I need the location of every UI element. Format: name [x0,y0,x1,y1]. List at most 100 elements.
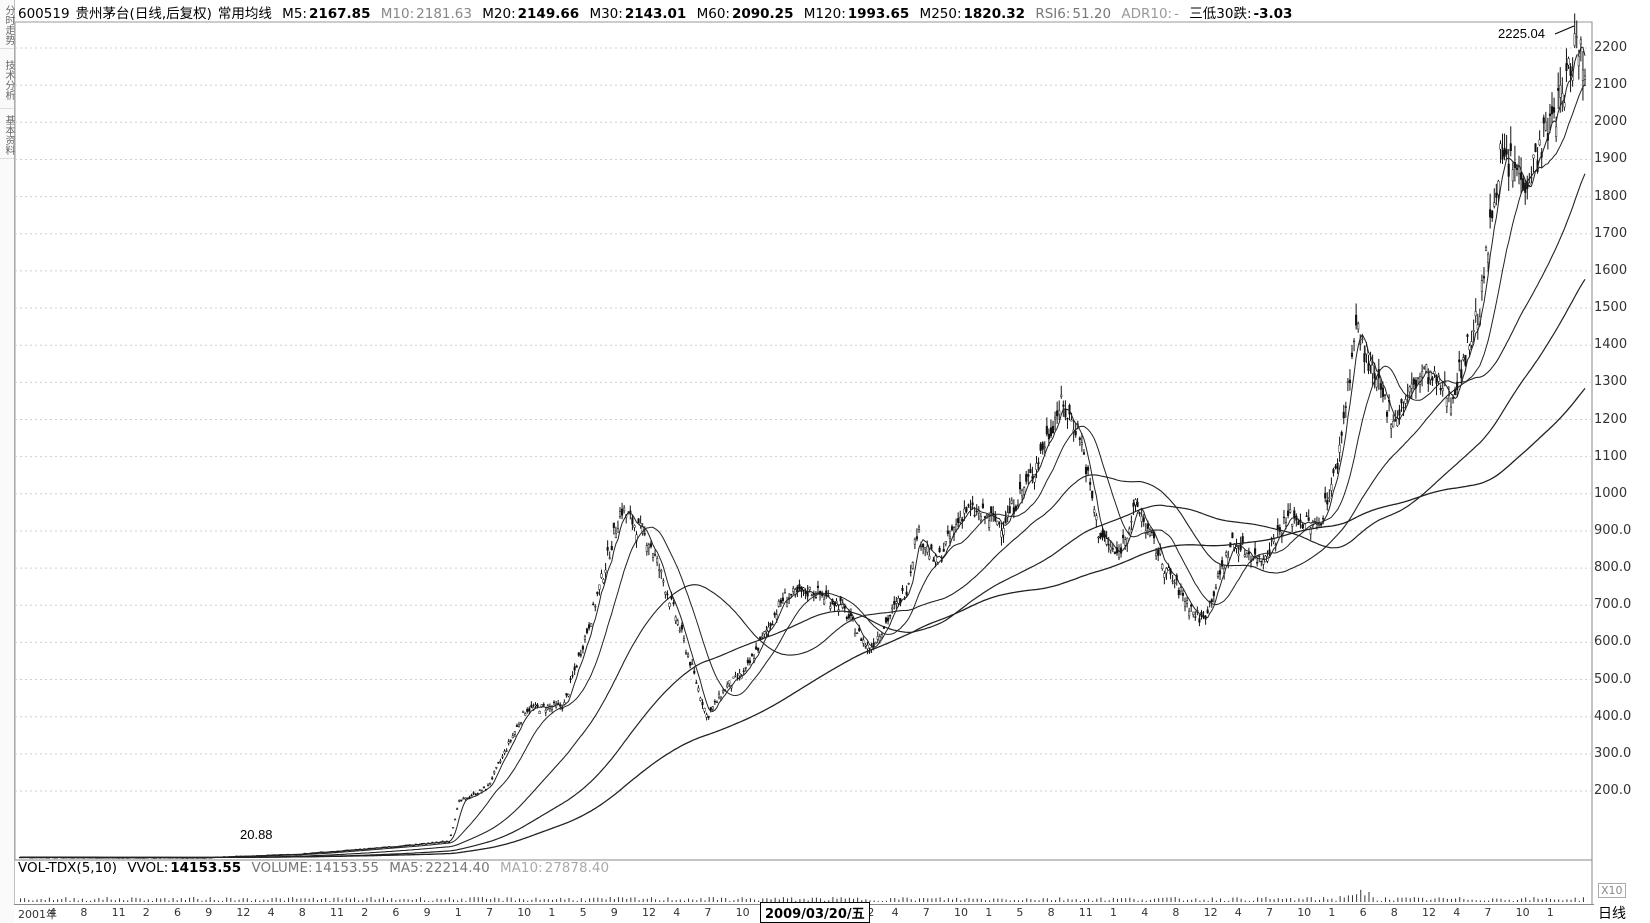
candle-body [614,533,617,538]
volume-bar [745,899,747,902]
indicator-header: 600519 贵州茅台(日线,后复权) 常用均线 M5: 2167.85 M10: 21… [18,2,1578,22]
ma250-label: M250: [919,6,962,22]
candle-body [515,725,518,727]
candle-body [1122,534,1125,539]
candle-body [1501,149,1504,160]
volume-indicator-name[interactable]: VOL-TDX(5,10) [18,860,118,876]
price-tick-label: 1500 [1594,300,1628,316]
candle-body [771,623,774,626]
vol-ma5-value: 22214.40 [425,860,490,876]
volume-bar [535,897,537,902]
candle-body [1159,549,1162,555]
candle-body [1218,570,1222,575]
candle-body [633,525,636,528]
candle-body [1006,512,1009,518]
volume-bar [259,900,261,902]
price-tick-label: 200.0 [1594,783,1632,798]
volume-bar [1483,900,1485,902]
candle-body [458,800,461,802]
candle-body [1348,379,1351,384]
tab-time-sharing[interactable]: 分时走势 [0,2,14,49]
date-axis-label: 4 [673,906,681,919]
candle-body [1146,523,1149,529]
date-axis-label: 10 [1515,906,1530,919]
tab-technical-analysis[interactable]: 技术分析 [0,52,14,109]
volume-bar [1005,899,1007,902]
candle-body [738,673,741,677]
candle-body [476,793,479,795]
candle-body [497,761,500,764]
high-label-pointer [1554,25,1575,35]
volume-bar [1228,900,1230,902]
candle-body [1165,568,1168,574]
candle-body [1082,452,1086,455]
volume-bar [1001,898,1003,902]
candle-body [1515,167,1519,170]
candle-body [1150,531,1154,533]
candle-body [1553,107,1556,113]
volume-bar [803,898,805,902]
volume-bar [1401,897,1403,902]
volume-bar [1463,898,1465,902]
volume-bar [576,900,578,902]
volume-bar [415,899,417,902]
volume-bar [1174,897,1176,902]
candle-body [1476,324,1479,330]
candle-body [1120,547,1123,554]
price-tick-label: 1300 [1594,374,1628,390]
candle-body [1241,536,1244,543]
volume-bar [770,899,772,902]
candle-body [499,760,502,763]
candle-body [536,704,539,707]
candle-body [1021,489,1024,497]
volume-bar [518,898,520,902]
candle-body [616,528,620,533]
volume-bar [1364,895,1366,902]
volume-bar [956,897,958,902]
volume-bar [73,897,75,902]
candle-body [790,593,793,596]
candle-body [1480,280,1483,292]
candle-body [796,586,799,593]
candle-body [897,597,900,604]
volume-bar [943,900,945,902]
candle-body [955,524,958,531]
volume-bar [989,900,991,902]
tab-fundamentals[interactable]: 基本资料 [0,112,14,159]
candle-body [1087,467,1090,471]
volume-bar [391,898,393,902]
volume-bar [374,899,376,902]
candle-body [1029,469,1032,473]
volume-bar [997,898,999,902]
candle-body [913,539,916,545]
volume-bar [465,900,467,902]
candle-body [1089,482,1092,485]
candle-body [482,786,485,788]
volume-bar [1022,900,1024,902]
candle-body [889,615,892,617]
date-axis-label: 1 [1328,906,1336,919]
candle-body [823,598,826,605]
candle-body [1179,587,1182,592]
volume-bar [399,899,401,902]
candle-body [1188,610,1191,617]
volume-bar [226,897,228,902]
volume-bar [1417,897,1419,902]
price-tick-label: 1100 [1594,448,1628,464]
volume-bar [213,899,215,902]
volume-bar [844,898,846,902]
candle-body [1330,484,1333,491]
candle-body [742,670,745,672]
volume-bar [1574,897,1576,902]
indicator-name[interactable]: 常用均线 [217,6,272,22]
period-selector[interactable]: 日线 [1598,906,1626,922]
candle-body [800,586,803,593]
date-axis-label: 4 [1141,906,1149,919]
volume-bar [791,897,793,902]
volume-bar [1384,897,1386,902]
date-axis-label: 8 [80,906,88,919]
volume-bar [1525,897,1527,902]
candle-body [965,506,968,512]
volume-bar [288,897,290,902]
